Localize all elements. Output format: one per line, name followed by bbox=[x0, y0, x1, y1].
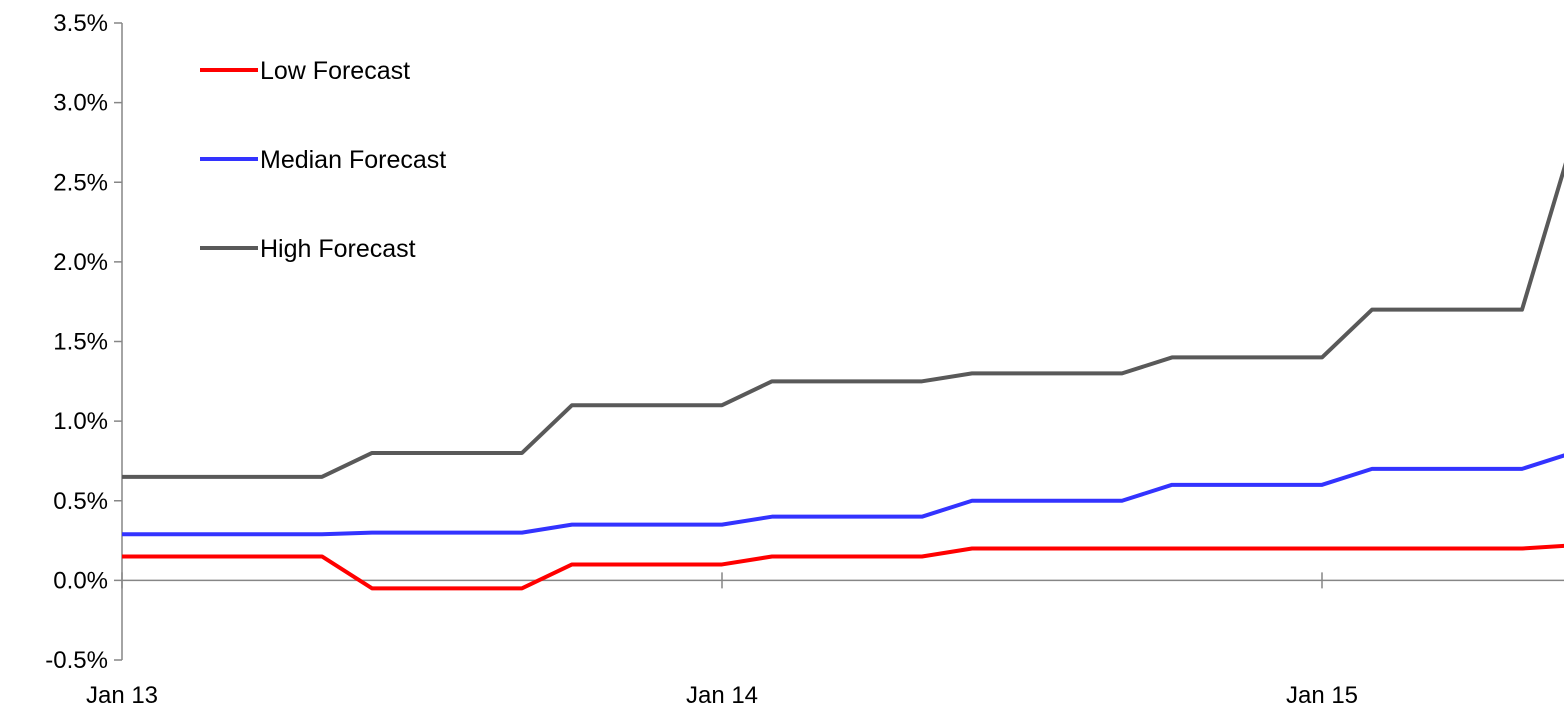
series-layer bbox=[122, 162, 1564, 591]
axes-layer: 3.5% 3.0% 2.5% 2.0% 1.5% 1.0% 0.5% 0.0% -0.5% Jan… bbox=[45, 10, 1564, 709]
y-tick-label: 1.0% bbox=[53, 408, 108, 435]
y-tick-label: 2.5% bbox=[53, 169, 108, 196]
series-line-low-forecast bbox=[122, 543, 1564, 591]
series-line-high-forecast bbox=[122, 162, 1564, 479]
y-tick-label: 2.0% bbox=[53, 249, 108, 276]
y-tick-label: 1.5% bbox=[53, 329, 108, 356]
y-tick-label: -0.5% bbox=[45, 647, 108, 674]
x-tick-label: Jan 15 bbox=[1286, 682, 1358, 709]
legend-label: High Forecast bbox=[260, 235, 416, 263]
x-tick-label: Jan 13 bbox=[86, 682, 158, 709]
y-tick-label: 3.0% bbox=[53, 90, 108, 117]
y-tick-label: 0.5% bbox=[53, 488, 108, 515]
legend-label: Median Forecast bbox=[260, 146, 446, 174]
legend-label: Low Forecast bbox=[260, 57, 410, 85]
y-tick-label: 3.5% bbox=[53, 10, 108, 37]
y-tick-label: 0.0% bbox=[53, 567, 108, 594]
legend: Low Forecast Median Forecast High Forecast bbox=[200, 57, 446, 263]
series-line-median-forecast bbox=[122, 453, 1564, 537]
x-tick-label: Jan 14 bbox=[686, 682, 758, 709]
